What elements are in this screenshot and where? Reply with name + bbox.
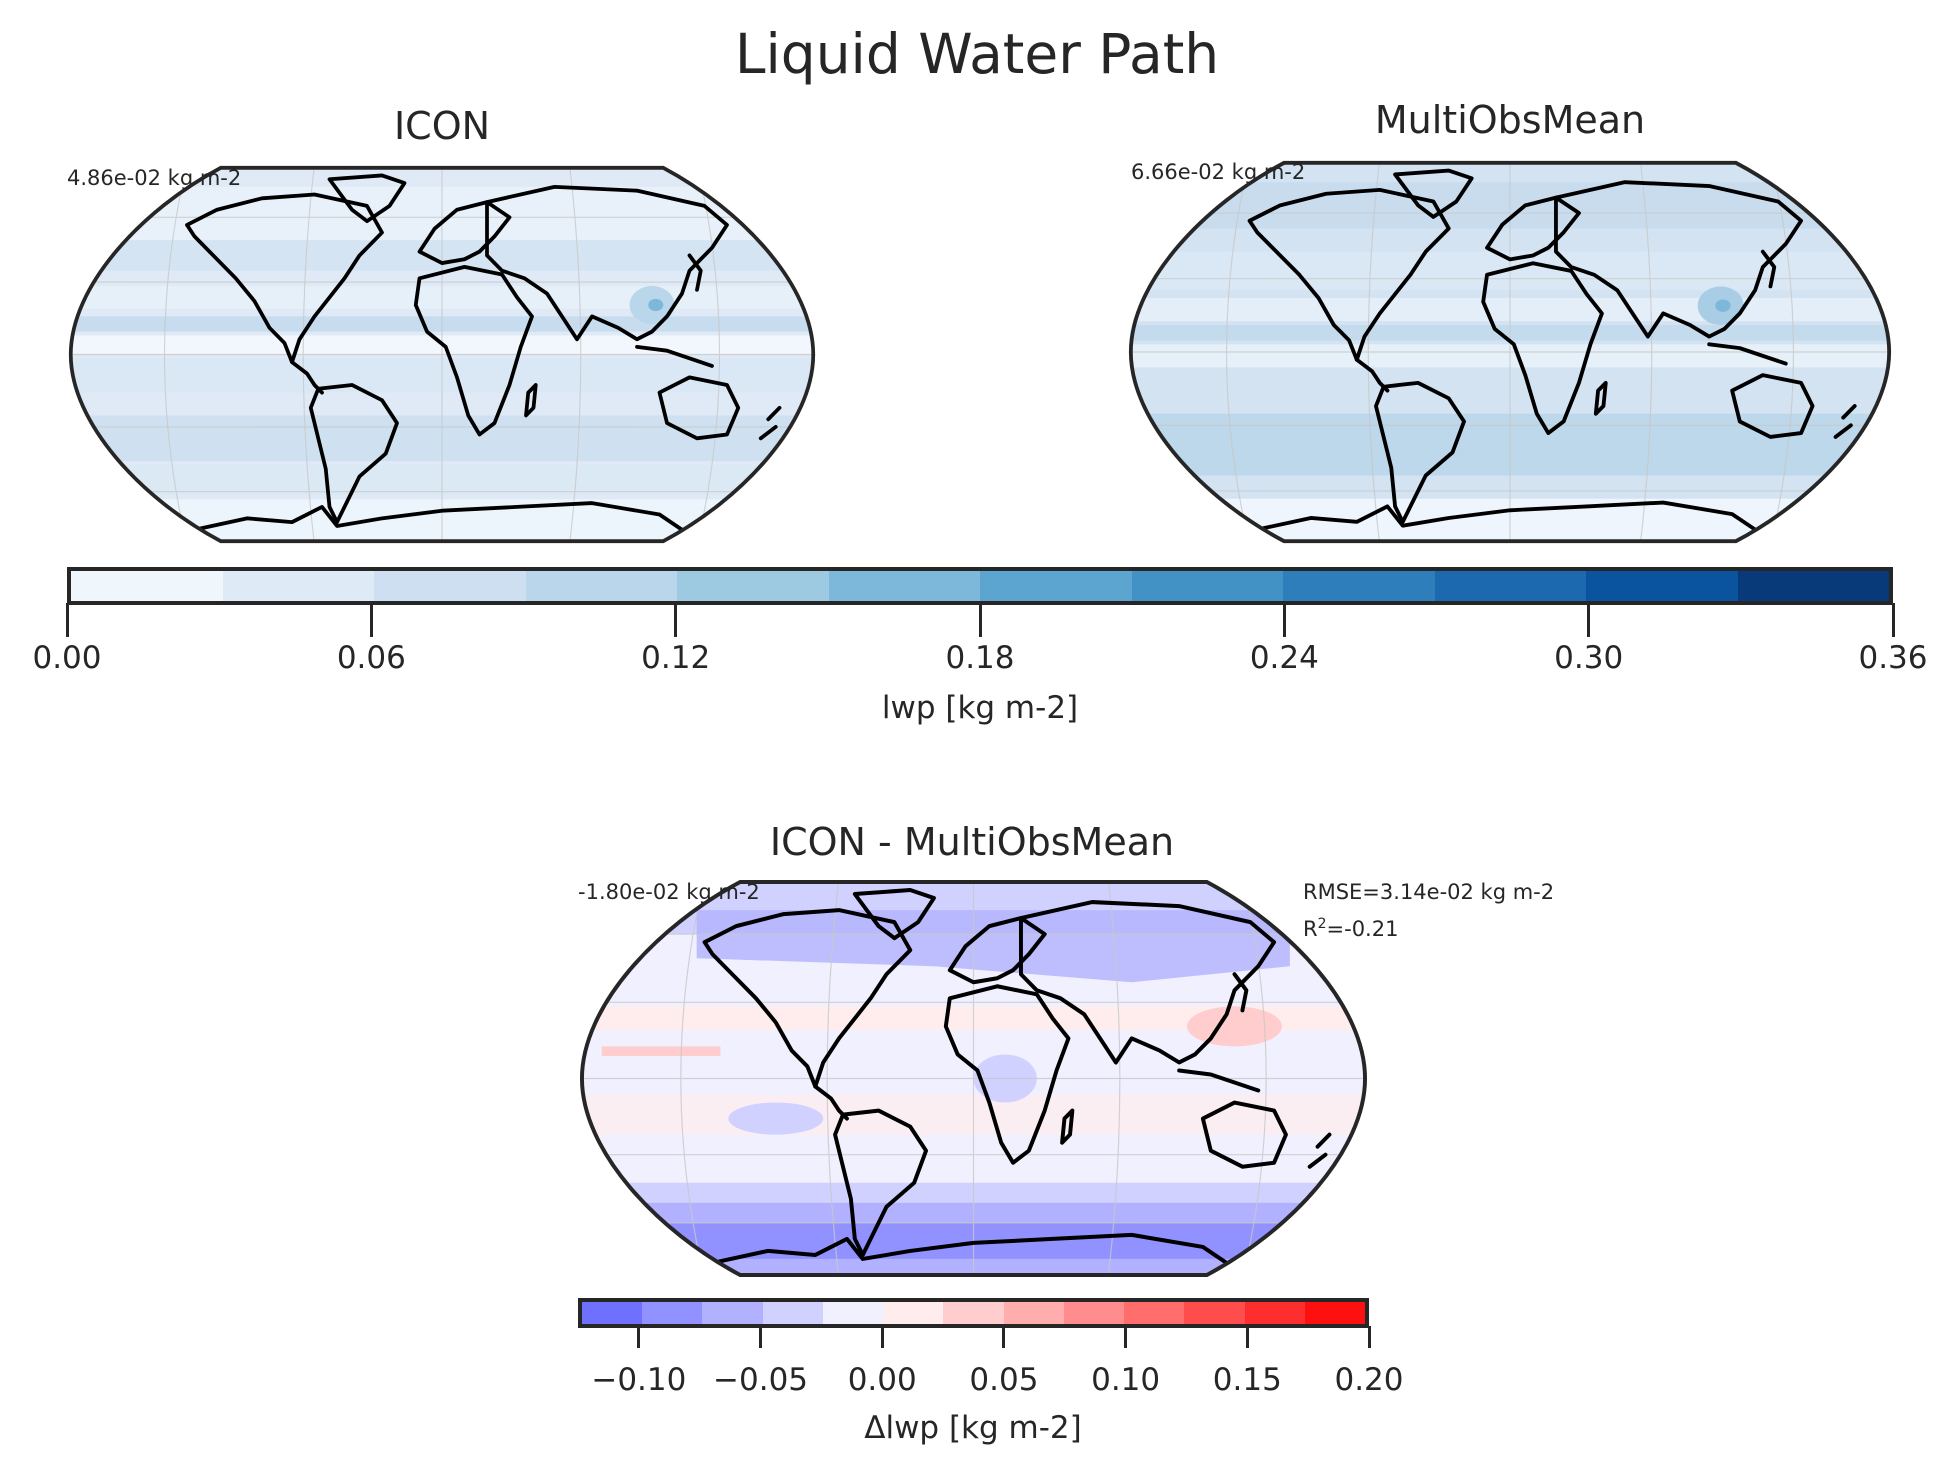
colorbar-tick-label: 0.24 [1249, 640, 1319, 676]
colorbar-segment [1244, 1302, 1305, 1324]
figure-suptitle: Liquid Water Path [734, 22, 1220, 86]
colorbar-tick [369, 603, 373, 637]
colorbar-segment [828, 571, 980, 601]
colorbar-segment [677, 571, 829, 601]
colorbar-tick-label: 0.10 [1091, 1362, 1161, 1398]
colorbar-tick-label: 0.00 [32, 640, 102, 676]
rmse-annotation: RMSE=3.14e-02 kg m-2 [1303, 880, 1555, 904]
panel-title-icon: ICON [393, 104, 491, 148]
colorbar-segment [1063, 1302, 1125, 1324]
colorbar-tick [1002, 1326, 1006, 1348]
colorbar-tick-label: 0.15 [1212, 1362, 1282, 1398]
colorbar-tick-label: −0.10 [591, 1362, 687, 1398]
colorbar-segment [222, 571, 374, 601]
colorbar-tick-label: 0.05 [969, 1362, 1039, 1398]
map-diff [578, 878, 1369, 1279]
colorbar-tick-label: 0.36 [1858, 640, 1928, 676]
colorbar-tick [1891, 603, 1895, 637]
colorbar-tick [65, 603, 69, 637]
colorbar-segment [762, 1302, 823, 1324]
colorbar-segment [1283, 571, 1435, 601]
colorbar-dlwp [578, 1298, 1369, 1328]
colorbar-tick-label: 0.12 [641, 640, 711, 676]
colorbar-segment [702, 1302, 763, 1324]
mean-annotation-diff: -1.80e-02 kg m-2 [578, 880, 760, 904]
colorbar-tick [637, 1326, 641, 1348]
colorbar-segment [71, 571, 223, 601]
colorbar-segment [1131, 571, 1283, 601]
colorbar-tick [674, 603, 678, 637]
colorbar-segment [525, 571, 677, 601]
colorbar-segment [1003, 1302, 1064, 1324]
colorbar-tick-label: 0.20 [1334, 1362, 1404, 1398]
panel-title-diff: ICON - MultiObsMean [769, 820, 1175, 864]
colorbar-segment [980, 571, 1132, 601]
map-icon [67, 164, 817, 545]
colorbar-tick [880, 1326, 884, 1348]
colorbar-lwp [67, 567, 1893, 605]
colorbar-tick-label: 0.06 [336, 640, 406, 676]
mean-annotation-icon: 4.86e-02 kg m-2 [67, 166, 242, 190]
colorbar-tick [1124, 1326, 1128, 1348]
panel-title-obs: MultiObsMean [1374, 98, 1646, 142]
r2-annotation: R2=-0.21 [1303, 916, 1399, 941]
colorbar-segment [883, 1302, 944, 1324]
colorbar-tick-label: 0.30 [1554, 640, 1624, 676]
colorbar-tick [759, 1326, 763, 1348]
colorbar-segment [642, 1302, 703, 1324]
colorbar-segment [1586, 571, 1738, 601]
colorbar-segment [582, 1302, 643, 1324]
colorbar-segment [1184, 1302, 1245, 1324]
colorbar-tick-label: 0.18 [945, 640, 1015, 676]
mean-annotation-obs: 6.66e-02 kg m-2 [1131, 160, 1306, 184]
colorbar-tick [1367, 1326, 1371, 1348]
colorbar-tick [1282, 603, 1286, 637]
colorbar-segment [374, 571, 526, 601]
colorbar-tick [978, 603, 982, 637]
colorbar-segment [1124, 1302, 1185, 1324]
colorbar-dlwp-label: Δlwp [kg m-2] [864, 1410, 1082, 1446]
colorbar-tick-label: −0.05 [713, 1362, 809, 1398]
colorbar-segment [943, 1302, 1004, 1324]
map-obs [1127, 159, 1893, 545]
colorbar-segment [1434, 571, 1586, 601]
colorbar-lwp-label: lwp [kg m-2] [881, 690, 1079, 726]
colorbar-segment [1737, 571, 1889, 601]
colorbar-tick-label: 0.00 [847, 1362, 917, 1398]
colorbar-tick [1245, 1326, 1249, 1348]
colorbar-segment [1304, 1302, 1366, 1324]
colorbar-segment [822, 1302, 884, 1324]
colorbar-tick [1587, 603, 1591, 637]
